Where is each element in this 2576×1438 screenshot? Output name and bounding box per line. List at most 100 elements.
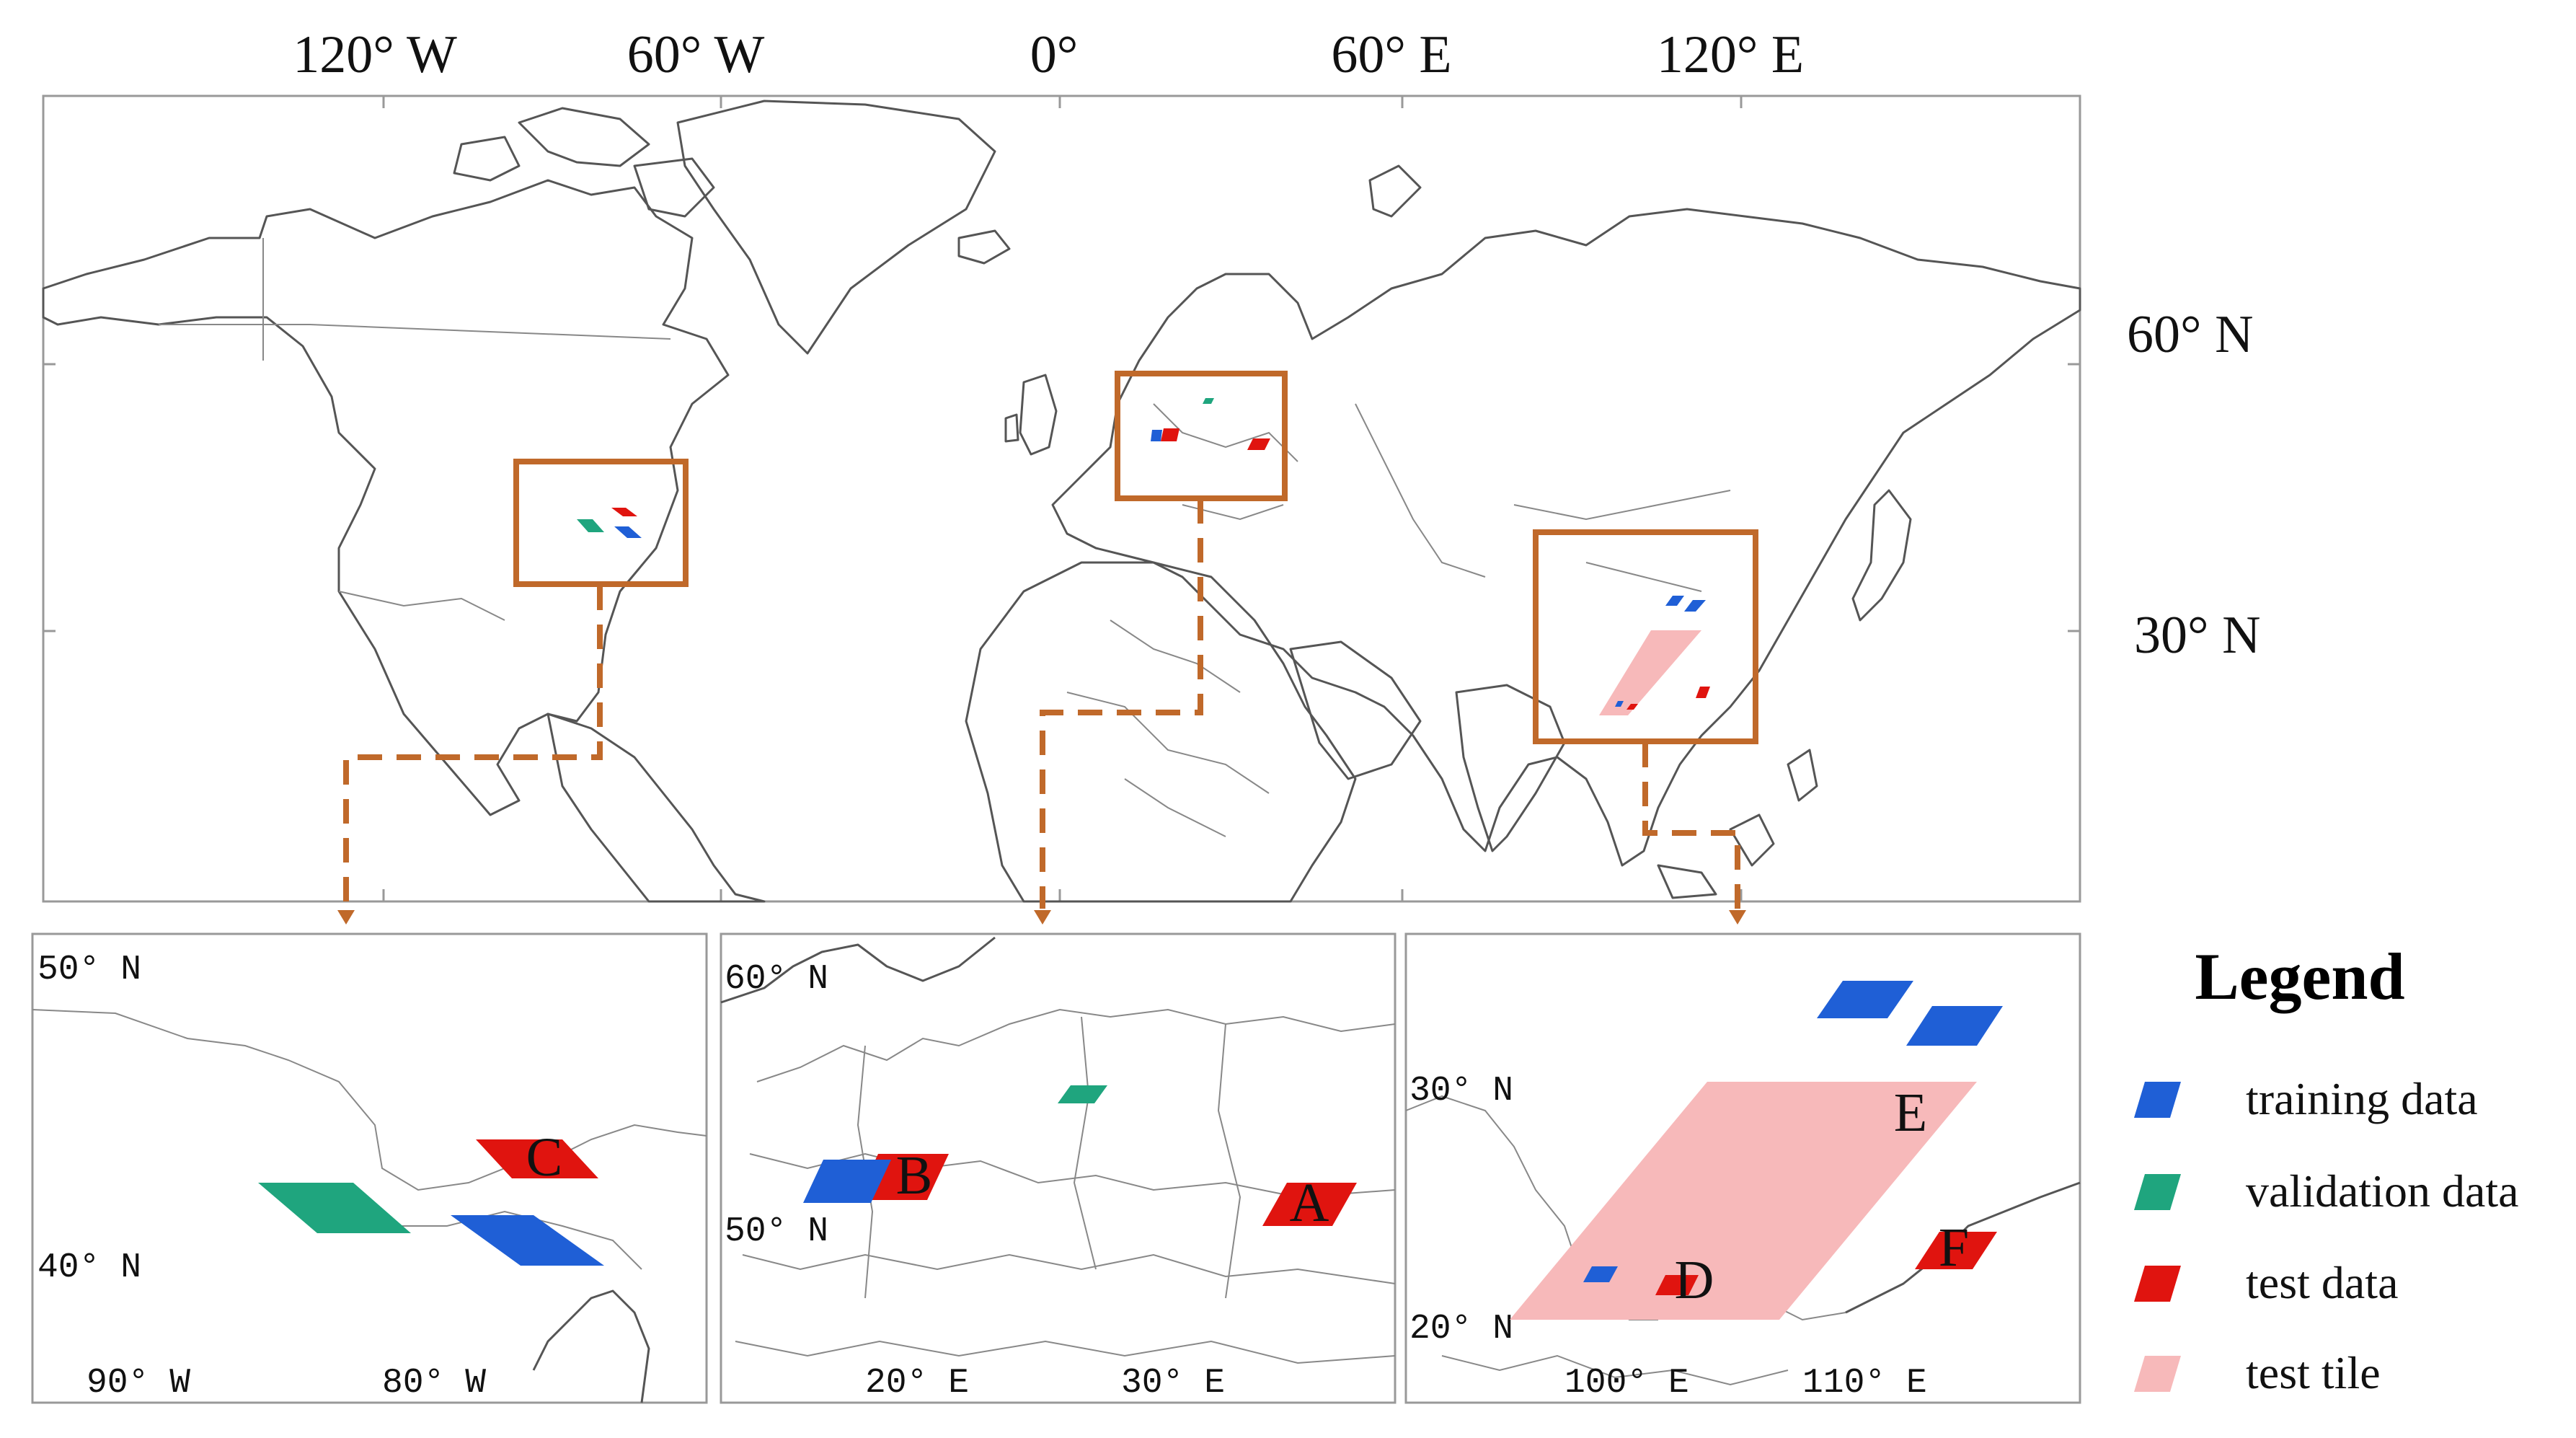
highlight-box-europe [1115, 371, 1288, 501]
site-us-validation [258, 1183, 411, 1233]
lon-tick-60e: 60° E [1331, 25, 1451, 84]
legend-swatch-test [2134, 1266, 2181, 1302]
british-isles-outline [1004, 374, 1058, 456]
leader-europe [1040, 499, 1203, 909]
main-site-training-cn-d [1615, 701, 1624, 707]
legend-label-test-tile: test tile [2246, 1347, 2381, 1398]
greenland-outline [676, 100, 996, 355]
lat-tick-30n: 30° N [2134, 606, 2261, 665]
legend-swatch-training [2134, 1082, 2181, 1118]
main-site-test-eu-b [1161, 428, 1179, 441]
site-d-test [1655, 1275, 1699, 1295]
inset-usa: 50° N 40° N 90° W 80° W C [31, 932, 708, 1404]
africa-outline [965, 561, 1357, 903]
site-eu-training [803, 1160, 891, 1203]
inset-eu-border-2 [749, 1152, 1396, 1199]
site-us-training [451, 1215, 604, 1266]
main-test-tile [1599, 630, 1701, 715]
main-site-test-us [611, 508, 637, 516]
site-a-label: A [1290, 1173, 1329, 1233]
north-america-outline [42, 179, 730, 816]
novaya-zemlya-outline [1368, 164, 1422, 218]
inset-cn-border-3 [1441, 1354, 1789, 1386]
legend-label-test: test data [2246, 1257, 2398, 1308]
world-landmasses [42, 100, 2081, 903]
site-e-test-tile [1510, 1082, 1977, 1320]
site-b-label: B [896, 1145, 933, 1206]
main-map-sites [577, 398, 1710, 715]
inset-eu-lat-50n: 50° N [725, 1212, 828, 1251]
inset-usa-frame [31, 932, 708, 1404]
se-asia-islands-outline [1657, 749, 1818, 899]
legend-swatch-test-tile [2134, 1356, 2181, 1392]
lon-tick-120w: 120° W [293, 25, 457, 84]
highlight-box-usa [513, 459, 689, 587]
inset-eu-border-3 [742, 1253, 1396, 1284]
inset-eu-lat-60n: 60° N [725, 960, 828, 999]
main-site-validation-eu [1203, 398, 1214, 404]
main-site-test-cn-d [1626, 704, 1638, 710]
inset-eu-border-1 [756, 1008, 1396, 1082]
site-eu-validation [1058, 1085, 1107, 1103]
lat-tick-60n: 60° N [2127, 305, 2254, 364]
inset-eu-lon-30e: 30° E [1121, 1364, 1225, 1403]
inset-cn-frame [1404, 932, 2081, 1404]
main-site-validation-us [577, 519, 604, 532]
legend-title: Legend [2195, 940, 2404, 1013]
central-america-outline [546, 713, 766, 903]
lon-tick-120e: 120° E [1657, 25, 1804, 84]
site-c-label: C [526, 1127, 563, 1188]
inset-china: 30° N 20° N 100° E 110° E E D F [1404, 932, 2081, 1404]
inset-eu-frame [720, 932, 1397, 1404]
main-site-test-eu-a [1247, 438, 1270, 450]
inset-cn-lon-100e: 100° E [1564, 1364, 1689, 1403]
inset-cn-lat-20n: 20° N [1409, 1310, 1513, 1349]
inset-eu-lon-20e: 20° E [865, 1364, 969, 1403]
leader-china [1642, 743, 1740, 909]
main-site-training-cn-1 [1665, 596, 1684, 606]
main-site-training-eu [1151, 430, 1162, 441]
us-mexico-border [338, 591, 505, 621]
inset-eu-coast-1 [720, 936, 996, 1004]
inset-usa-lon-90w: 90° W [87, 1364, 190, 1403]
legend-label-training: training data [2246, 1073, 2478, 1124]
inset-usa-lon-80w: 80° W [382, 1364, 486, 1403]
eurasia-outline [1051, 208, 2081, 867]
inset-usa-border-1 [32, 1009, 707, 1191]
inset-usa-coast [532, 1289, 650, 1403]
site-f-label: F [1939, 1217, 1969, 1278]
inset-usa-lat-50n: 50° N [37, 950, 141, 989]
site-e-label: E [1894, 1082, 1927, 1143]
country-borders [159, 238, 1731, 837]
canada-us-border [159, 238, 671, 361]
main-site-test-cn-f [1696, 687, 1710, 698]
leader-arrowheads [337, 910, 1746, 925]
arabia-outline [1289, 640, 1422, 780]
site-cn-training-1 [1817, 981, 1913, 1018]
main-site-training-us [614, 526, 642, 538]
leader-usa [343, 586, 603, 909]
legend-label-validation: validation data [2246, 1165, 2519, 1217]
legend-swatch-validation [2134, 1174, 2181, 1210]
site-cn-training-2 [1906, 1006, 2003, 1046]
site-cn-training-d [1583, 1266, 1618, 1282]
site-d-label: D [1675, 1250, 1714, 1310]
arctic-islands-outline [453, 107, 715, 218]
inset-cn-lon-110e: 110° E [1802, 1364, 1927, 1403]
lon-tick-60w: 60° W [627, 25, 765, 84]
main-site-training-cn-2 [1684, 600, 1706, 612]
eurasia-africa-borders [1066, 403, 1731, 837]
lon-tick-0: 0° [1030, 25, 1079, 84]
inset-europe: 60° N 50° N 20° E 30° E B A [720, 932, 1397, 1404]
japan-outline [1851, 489, 1912, 622]
india-outline [1455, 684, 1566, 852]
inset-usa-lat-40n: 40° N [37, 1248, 141, 1287]
main-map-ticks [43, 96, 2080, 901]
inset-eu-border-4 [735, 1340, 1396, 1364]
site-f-test [1915, 1232, 1997, 1269]
legend: Legend training data validation data tes… [2134, 940, 2519, 1398]
main-map: 120° W 60° W 0° 60° E 120° E 60° N 30° N [42, 25, 2261, 925]
site-c-test [476, 1139, 598, 1178]
highlight-box-china [1533, 529, 1758, 744]
